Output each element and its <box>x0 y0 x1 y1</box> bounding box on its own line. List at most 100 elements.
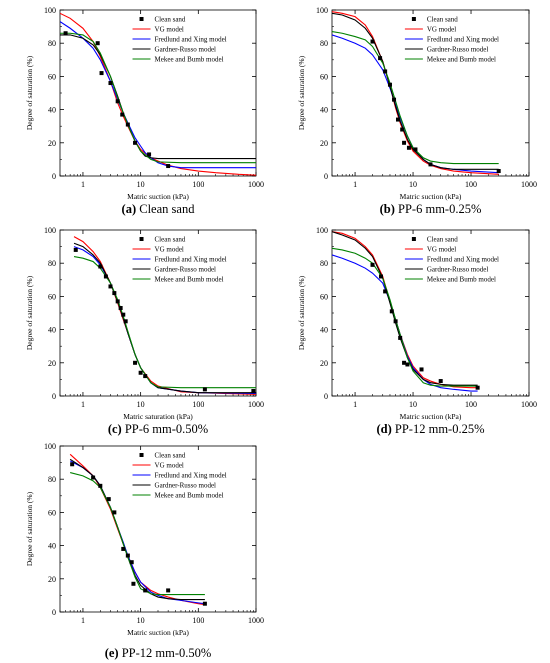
y-tick-label: 60 <box>48 72 56 81</box>
data-point <box>70 462 75 467</box>
data-point <box>378 274 383 279</box>
y-tick-label: 80 <box>48 475 56 484</box>
panel-caption: (a) Clean sand <box>122 202 196 216</box>
legend-label: Fredlund and Xing model <box>427 36 499 44</box>
series-line-gardner-russo <box>69 458 205 601</box>
data-point <box>202 601 207 606</box>
data-point <box>251 389 256 394</box>
data-point <box>400 127 405 132</box>
y-tick-label: 100 <box>44 442 56 451</box>
data-point <box>73 247 78 252</box>
legend-label: Gardner-Russo model <box>155 482 217 490</box>
legend-label: Gardner-Russo model <box>427 266 489 274</box>
x-tick-label: 100 <box>192 400 204 409</box>
data-point <box>120 112 125 117</box>
y-tick-label: 60 <box>48 508 56 517</box>
legend-label: Mekee and Bumb model <box>155 56 224 64</box>
x-tick-label: 10 <box>137 616 145 625</box>
y-tick-label: 40 <box>320 106 328 115</box>
legend-marker-clean-sand <box>411 17 416 21</box>
data-point <box>115 99 120 104</box>
x-tick-label: 1 <box>81 400 85 409</box>
x-axis-label: Matric suction (kPa) <box>127 628 189 637</box>
series-line-mekee-bumb <box>60 32 256 164</box>
data-point <box>143 374 148 379</box>
data-point <box>389 309 394 314</box>
data-point <box>98 483 103 488</box>
x-axis-label: Matric suction (kPa) <box>400 192 462 201</box>
data-point <box>428 162 433 167</box>
legend-marker-clean-sand <box>139 17 144 21</box>
data-point <box>395 117 400 122</box>
legend-label: Gardner-Russo model <box>155 266 217 274</box>
data-point <box>112 510 117 515</box>
x-tick-label: 1 <box>353 180 357 189</box>
data-point <box>393 319 398 324</box>
data-point <box>125 553 130 558</box>
y-tick-label: 60 <box>48 292 56 301</box>
y-tick-label: 80 <box>320 259 328 268</box>
caption-text: PP-6 mm-0.25% <box>395 202 481 216</box>
panel-caption: (e) PP-12 mm-0.50% <box>105 646 212 660</box>
y-tick-label: 80 <box>320 39 328 48</box>
legend-label: VG model <box>155 462 184 470</box>
legend-label: Mekee and Bumb model <box>155 492 224 500</box>
legend-marker-clean-sand <box>411 237 416 241</box>
y-tick-label: 100 <box>44 226 56 235</box>
y-tick-label: 80 <box>48 39 56 48</box>
data-point <box>125 122 130 127</box>
series-line-mekee-bumb <box>332 31 499 165</box>
y-tick-label: 20 <box>48 575 56 584</box>
y-tick-label: 80 <box>48 259 56 268</box>
x-tick-label: 1 <box>81 180 85 189</box>
data-point <box>133 140 138 145</box>
legend-label: Mekee and Bumb model <box>427 276 496 284</box>
caption-text: PP-12 mm-0.25% <box>392 422 485 436</box>
series-line-fredlund-xing <box>60 21 256 169</box>
x-tick-label: 1000 <box>248 180 264 189</box>
legend-label: VG model <box>427 26 456 34</box>
data-point <box>121 546 126 551</box>
legend-label: Clean sand <box>155 236 186 244</box>
data-point <box>370 39 375 44</box>
y-tick-label: 0 <box>52 608 56 617</box>
series-line-mekee-bumb <box>70 472 205 596</box>
y-tick-label: 20 <box>320 139 328 148</box>
chart-panel-c: 1 10 100 1000 0 20 40 60 80 100 Matric saturation … <box>25 226 264 436</box>
x-axis-label: Matric suction (kPa) <box>127 192 189 201</box>
caption-letter: (a) <box>122 202 137 216</box>
data-point <box>63 31 68 36</box>
data-point <box>108 284 113 289</box>
legend-label: Mekee and Bumb model <box>155 276 224 284</box>
y-tick-label: 40 <box>48 106 56 115</box>
caption-letter: (c) <box>108 422 122 436</box>
panel-caption: (d) PP-12 mm-0.25% <box>377 422 485 436</box>
caption-letter: (e) <box>105 646 119 660</box>
y-tick-label: 40 <box>48 326 56 335</box>
data-point <box>383 289 388 294</box>
legend-label: Fredlund and Xing model <box>427 256 499 264</box>
y-tick-label: 0 <box>324 172 328 181</box>
y-axis-label: Degree of saturation (%) <box>25 491 34 566</box>
y-tick-label: 60 <box>320 292 328 301</box>
y-axis-label: Degree of saturation (%) <box>297 275 306 350</box>
x-tick-label: 1 <box>353 400 357 409</box>
x-tick-label: 1000 <box>521 400 537 409</box>
data-point <box>475 385 480 390</box>
y-tick-label: 0 <box>52 392 56 401</box>
legend-label: VG model <box>155 246 184 254</box>
y-tick-label: 100 <box>44 6 56 15</box>
data-point <box>202 387 207 392</box>
x-tick-label: 10 <box>137 180 145 189</box>
series-line-gardner-russo <box>332 12 499 170</box>
data-point <box>95 41 100 46</box>
panel-caption: (c) PP-6 mm-0.50% <box>108 422 208 436</box>
data-point <box>413 147 418 152</box>
y-axis-label: Degree of saturation (%) <box>25 55 34 130</box>
x-tick-label: 1 <box>81 616 85 625</box>
legend-label: Mekee and Bumb model <box>427 56 496 64</box>
legend-label: Fredlund and Xing model <box>155 256 227 264</box>
